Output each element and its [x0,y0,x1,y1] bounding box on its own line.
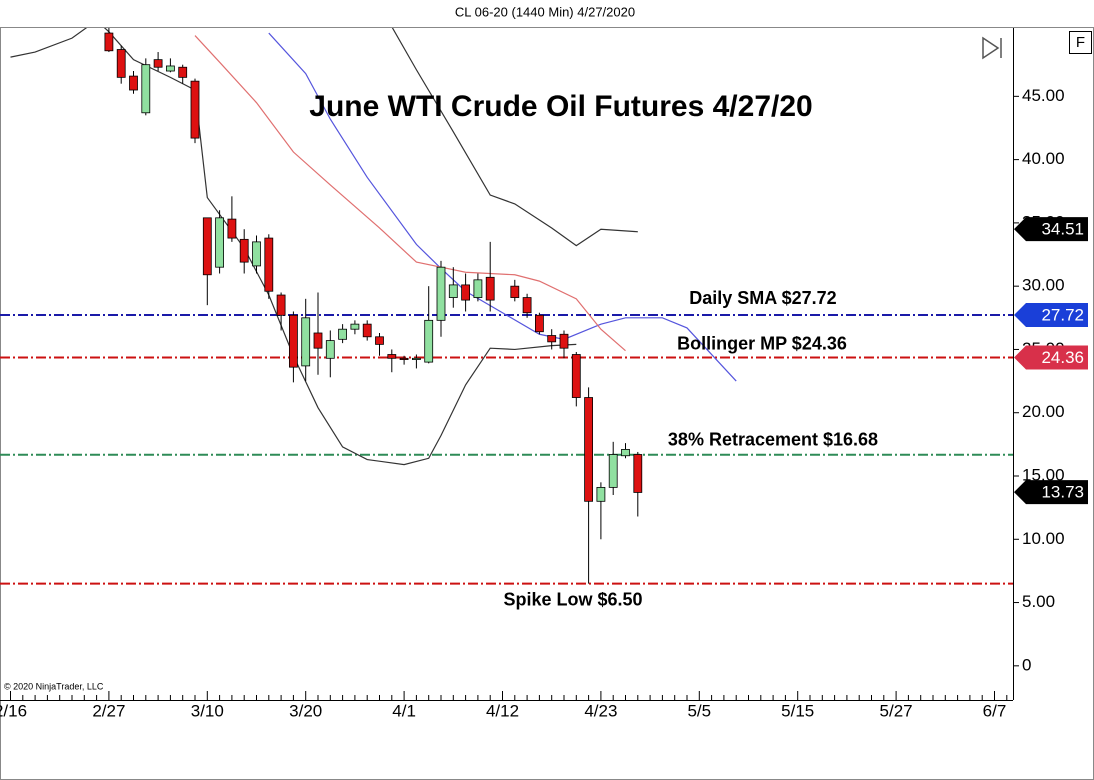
candle-body [362,323,372,338]
candle-body [461,284,471,301]
candle-body [116,49,126,78]
copyright: © 2020 NinjaTrader, LLC [4,681,104,691]
candle-body [202,217,212,276]
candle-body [522,297,532,314]
candle-body [633,454,643,493]
price-marker [1014,345,1088,370]
candle-body [227,218,237,239]
x-tick-label: 5/15 [781,701,814,720]
candle-body [510,285,520,298]
y-tick-label: 40.00 [1022,149,1065,168]
y-tick-label: 10.00 [1022,529,1065,548]
price-marker [1014,217,1088,242]
x-tick-label: 6/7 [983,701,1007,720]
x-tick-label: 4/12 [486,701,519,720]
x-tick-label: 3/20 [289,701,322,720]
x-tick-label: 5/27 [880,701,913,720]
level-label: Bollinger MP $24.36 [677,333,847,353]
price-marker-label: 27.72 [1041,306,1084,325]
plot-area [0,28,1013,585]
candle-body [485,276,495,301]
candle-body [547,335,557,343]
chart-title: June WTI Crude Oil Futures 4/27/20 [309,90,812,123]
candle-body [608,454,618,488]
level-label: Daily SMA $27.72 [689,288,836,308]
candle-body [178,66,188,78]
x-tick-label: 3/10 [191,701,224,720]
play-triangle[interactable] [982,36,1000,60]
indicator-line [268,32,737,382]
candle-body [153,59,163,68]
candle-body [239,238,249,263]
y-tick-label: 5.00 [1022,592,1055,611]
price-marker-label: 13.73 [1041,483,1084,502]
level-label: Spike Low $6.50 [503,589,642,609]
y-tick-label: 0 [1022,655,1031,674]
candle-body [129,75,138,91]
x-tick-label: 2/16 [0,701,27,720]
candle-body [104,32,114,52]
candle-body [165,65,175,72]
candle-body [399,357,409,360]
candle-body [411,357,421,360]
panel-button[interactable] [1069,31,1092,54]
candle-body [584,397,593,502]
candle-body [473,279,483,298]
candle-body [424,319,434,363]
candle-body [559,333,569,349]
candle-body [252,241,261,267]
y-tick-label: 45.00 [1022,86,1065,105]
candle-body [313,332,323,349]
candle-body [375,336,384,345]
y-tick-label: 30.00 [1022,276,1065,295]
candle-body [535,314,544,333]
candle-body [190,80,200,139]
candle-body [436,266,446,321]
candle-body [141,64,151,114]
candle-body [596,486,606,502]
price-marker-label: 24.36 [1041,348,1084,367]
candle-body [301,317,311,367]
candle-body [338,328,348,340]
candle-body [387,354,397,359]
candle-body [215,217,225,268]
header: CL 06-20 (1440 Min) 4/27/2020 [455,4,635,19]
x-tick-label: 5/5 [687,701,711,720]
y-tick-label: 20.00 [1022,402,1065,421]
play-icon[interactable] [982,36,1002,60]
level-label: 38% Retracement $16.68 [668,429,878,449]
y-tick-label: 15.00 [1022,465,1065,484]
indicator-line [194,35,626,352]
candle-body [276,294,286,316]
x-tick-label: 4/23 [584,701,617,720]
x-tick-label: 2/27 [92,701,125,720]
candle-body [264,237,274,292]
x-tick-label: 4/1 [392,701,416,720]
indicator-line [391,28,638,247]
candle-body [350,323,360,330]
price-marker [1014,303,1088,328]
candle-body [448,284,458,298]
candle-body [325,340,335,359]
candle-body [621,449,630,457]
price-marker [1014,480,1088,505]
price-marker-label: 34.51 [1041,220,1084,239]
candle-body [571,354,581,398]
candle-body [288,314,298,368]
panel-button-label[interactable]: F [1076,34,1085,51]
